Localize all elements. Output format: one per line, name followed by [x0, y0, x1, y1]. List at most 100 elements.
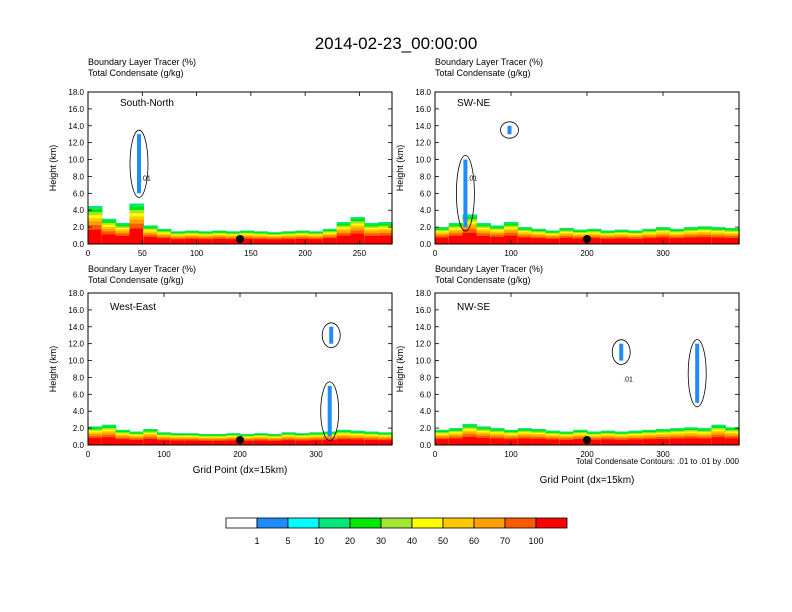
pbl-tracer-cell — [170, 440, 186, 445]
tracer-plume — [463, 159, 468, 228]
condensate-contour — [129, 129, 149, 198]
pbl-tracer-cell — [531, 438, 547, 445]
colorbar-label: 70 — [500, 536, 510, 546]
y-tick-label: 16.0 — [415, 306, 431, 315]
y-tick-label: 14.0 — [415, 122, 431, 131]
x-tick-label: 0 — [86, 450, 91, 459]
y-tick-label: 14.0 — [68, 122, 84, 131]
pbl-tracer-cell — [226, 239, 241, 244]
condensate-contour — [687, 339, 707, 408]
panel-title-line2: Total Condensate (g/kg) — [88, 68, 184, 78]
pbl-tracer-cell — [476, 437, 491, 445]
condensate-contour — [611, 339, 631, 365]
pbl-tracer-cell — [267, 239, 282, 244]
tracer-plume — [329, 326, 334, 344]
y-tick-label: 4.0 — [73, 407, 85, 416]
y-tick-label: 2.0 — [73, 424, 85, 433]
colorbar-label: 100 — [528, 536, 543, 546]
pbl-tracer-cell — [336, 439, 352, 445]
panel-label: West-East — [110, 302, 156, 313]
colorbar-label: 20 — [345, 536, 355, 546]
pbl-tracer-cell — [545, 439, 560, 445]
pbl-tracer-cell — [101, 437, 117, 445]
pbl-tracer-cell — [364, 439, 379, 445]
pbl-tracer-cell — [240, 238, 255, 244]
pbl-tracer-cell — [198, 239, 213, 244]
panel-title-line1: Boundary Layer Tracer (%) — [88, 57, 196, 67]
plot-frame — [434, 292, 740, 446]
pbl-tracer-cell — [170, 239, 186, 244]
pbl-tracer-cell — [129, 228, 144, 244]
contour-label: .01 — [141, 176, 151, 183]
pbl-tracer-cell — [295, 238, 310, 244]
panel-title-line1: Boundary Layer Tracer (%) — [88, 264, 196, 274]
y-tick-label: 2.0 — [73, 223, 85, 232]
colorbar-label: 40 — [407, 536, 417, 546]
y-tick-label: 2.0 — [420, 223, 432, 232]
pbl-tracer-cell — [531, 238, 547, 244]
y-tick-label: 12.0 — [415, 340, 431, 349]
panel-title-line1: Boundary Layer Tracer (%) — [435, 57, 543, 67]
y-tick-label: 4.0 — [73, 206, 85, 215]
pbl-tracer-cell — [115, 236, 130, 244]
pbl-tracer-cell — [435, 237, 450, 244]
y-tick-label: 4.0 — [420, 206, 432, 215]
x-tick-label: 200 — [298, 249, 312, 258]
x-tick-label: 200 — [580, 249, 594, 258]
y-tick-label: 2.0 — [420, 424, 432, 433]
pbl-tracer-cell — [697, 237, 712, 244]
pbl-tracer-cell — [184, 440, 200, 445]
x-axis-label: Grid Point (dx=15km) — [193, 465, 288, 476]
x-tick-label: 300 — [656, 450, 670, 459]
pbl-tracer-cell — [490, 236, 505, 244]
y-tick-label: 16.0 — [68, 306, 84, 315]
x-tick-label: 0 — [86, 249, 91, 258]
x-tick-label: 100 — [504, 450, 518, 459]
colorbar-box — [225, 517, 258, 529]
pbl-tracer-cell — [517, 438, 533, 445]
y-tick-label: 18.0 — [68, 88, 84, 97]
pbl-tracer-cell — [490, 438, 505, 445]
pbl-tracer-cell — [129, 439, 144, 445]
pbl-tracer-cell — [226, 440, 241, 445]
y-tick-label: 14.0 — [68, 323, 84, 332]
pbl-tracer-cell — [462, 232, 477, 244]
y-tick-label: 18.0 — [68, 289, 84, 298]
pbl-tracer-cell — [628, 238, 643, 244]
tracer-plume — [619, 343, 624, 361]
pbl-tracer-cell — [350, 233, 365, 244]
pbl-tracer-cell — [683, 438, 699, 445]
tracer-plume — [695, 343, 700, 403]
panel-title-line2: Total Condensate (g/kg) — [435, 275, 531, 285]
y-tick-label: 0.0 — [420, 441, 432, 450]
panel-label: SW-NE — [457, 98, 490, 109]
colorbar-label: 1 — [254, 536, 259, 546]
pbl-tracer-cell — [350, 439, 365, 445]
plot-frame — [434, 91, 740, 245]
pbl-tracer-cell — [683, 237, 699, 244]
y-tick-label: 14.0 — [415, 323, 431, 332]
y-tick-label: 6.0 — [73, 390, 85, 399]
x-tick-label: 100 — [157, 450, 171, 459]
y-tick-label: 18.0 — [415, 289, 431, 298]
pbl-tracer-cell — [101, 234, 117, 244]
y-tick-label: 10.0 — [415, 156, 431, 165]
pbl-tracer-cell — [143, 438, 158, 445]
pbl-tracer-cell — [115, 439, 130, 445]
pbl-tracer-cell — [587, 238, 602, 244]
x-tick-label: 200 — [580, 450, 594, 459]
y-tick-label: 6.0 — [420, 390, 432, 399]
panel-title-line2: Total Condensate (g/kg) — [88, 275, 184, 285]
pbl-tracer-cell — [240, 440, 255, 445]
pbl-tracer-cell — [573, 238, 588, 244]
pbl-tracer-cell — [669, 238, 685, 244]
condensate-contour — [321, 322, 341, 349]
panel-label: South-North — [120, 98, 174, 109]
pbl-tracer-cell — [573, 439, 588, 445]
pbl-tracer-cell — [157, 238, 172, 244]
panel-south-north: Boundary Layer Tracer (%) Total Condensa… — [48, 57, 393, 258]
pbl-tracer-cell — [253, 440, 269, 445]
y-tick-label: 0.0 — [73, 441, 85, 450]
colorbar-box — [442, 517, 475, 529]
colorbar-label: 60 — [469, 536, 479, 546]
